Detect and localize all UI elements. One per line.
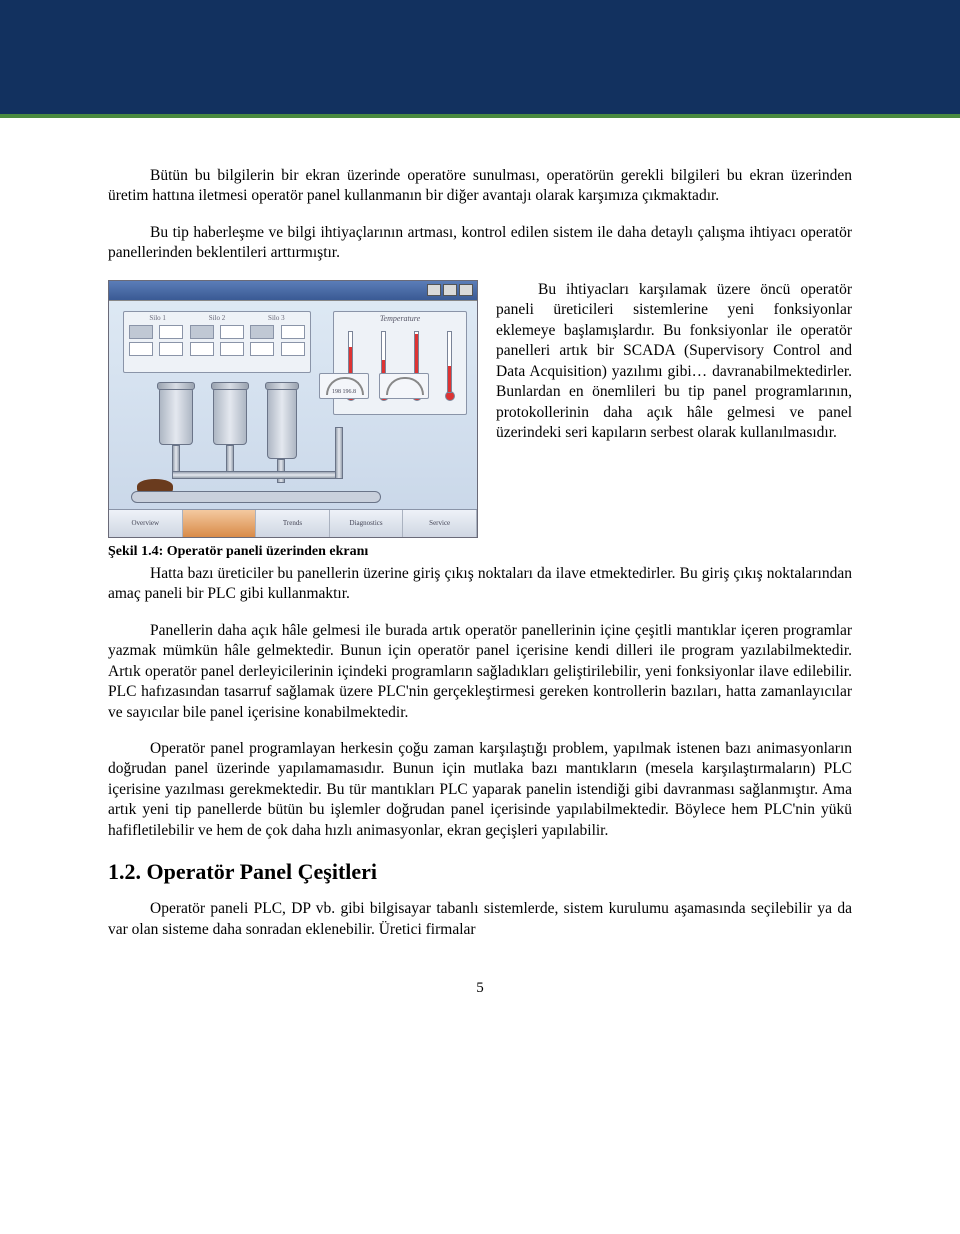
temperature-panel: Temperature xyxy=(333,311,467,415)
hmi-screenshot: Silo 1 Silo 2 Silo 3 xyxy=(108,280,478,538)
silo-panel: Silo 1 Silo 2 Silo 3 xyxy=(123,311,311,373)
hmi-tab-button[interactable]: Trends xyxy=(256,510,330,537)
silo-hdr-1: Silo 1 xyxy=(149,314,166,322)
figure-row: Silo 1 Silo 2 Silo 3 xyxy=(108,280,852,560)
paragraph-5: Operatör panel programlayan herkesin çoğ… xyxy=(108,739,852,841)
window-titlebar xyxy=(109,281,477,301)
silo-hdr-3: Silo 3 xyxy=(268,314,285,322)
max-icon xyxy=(443,284,457,296)
min-icon xyxy=(427,284,441,296)
figure-box: Silo 1 Silo 2 Silo 3 xyxy=(108,280,478,560)
silo-cell xyxy=(250,342,274,356)
tank-2 xyxy=(213,387,247,445)
silo-cell xyxy=(250,325,274,339)
silo-cell xyxy=(281,325,305,339)
silo-hdr-2: Silo 2 xyxy=(209,314,226,322)
silo-cell xyxy=(159,325,183,339)
top-banner xyxy=(0,0,960,118)
hmi-button-bar: Overview TrendsDiagnosticsService xyxy=(109,509,477,537)
tank-1 xyxy=(159,387,193,445)
hmi-tab-button[interactable]: Overview xyxy=(109,510,183,537)
section-heading: 1.2. Operatör Panel Çeşitleri xyxy=(108,859,852,885)
hmi-tab-button[interactable]: Service xyxy=(403,510,477,537)
silo-cell xyxy=(220,325,244,339)
figure-side-text: Bu ihtiyacları karşılamak üzere öncü ope… xyxy=(496,280,852,560)
silo-cell xyxy=(281,342,305,356)
silo-cell xyxy=(190,325,214,339)
page-number: 5 xyxy=(108,980,852,997)
paragraph-2: Bu tip haberleşme ve bilgi ihtiyaçlarını… xyxy=(108,223,852,264)
pipe xyxy=(335,427,343,479)
tank-3 xyxy=(267,387,297,459)
silo-cell xyxy=(159,342,183,356)
pipe xyxy=(226,445,234,473)
silo-cell xyxy=(220,342,244,356)
paragraph-1: Bütün bu bilgilerin bir ekran üzerinde o… xyxy=(108,166,852,207)
pipe xyxy=(172,471,342,479)
temperature-label: Temperature xyxy=(334,312,466,323)
paragraph-4: Panellerin daha açık hâle gelmesi ile bu… xyxy=(108,621,852,723)
silo-cell xyxy=(129,325,153,339)
pipe xyxy=(172,445,180,473)
silo-cell xyxy=(129,342,153,356)
gauge-2 xyxy=(379,373,429,399)
conveyor xyxy=(131,491,381,503)
figure-paragraph: Bu ihtiyacları karşılamak üzere öncü ope… xyxy=(496,280,852,444)
gauge-1: 198 196.8 xyxy=(319,373,369,399)
thermometer xyxy=(444,331,456,409)
page-content: Bütün bu bilgilerin bir ekran üzerinde o… xyxy=(0,118,960,1037)
paragraph-3: Hatta bazı üreticiler bu panellerin üzer… xyxy=(108,564,852,605)
silo-cell xyxy=(190,342,214,356)
figure-caption: Şekil 1.4: Operatör paneli üzerinden ekr… xyxy=(108,544,478,560)
hmi-tab-button[interactable] xyxy=(183,510,257,537)
close-icon xyxy=(459,284,473,296)
hmi-tab-button[interactable]: Diagnostics xyxy=(330,510,404,537)
paragraph-6: Operatör paneli PLC, DP vb. gibi bilgisa… xyxy=(108,899,852,940)
